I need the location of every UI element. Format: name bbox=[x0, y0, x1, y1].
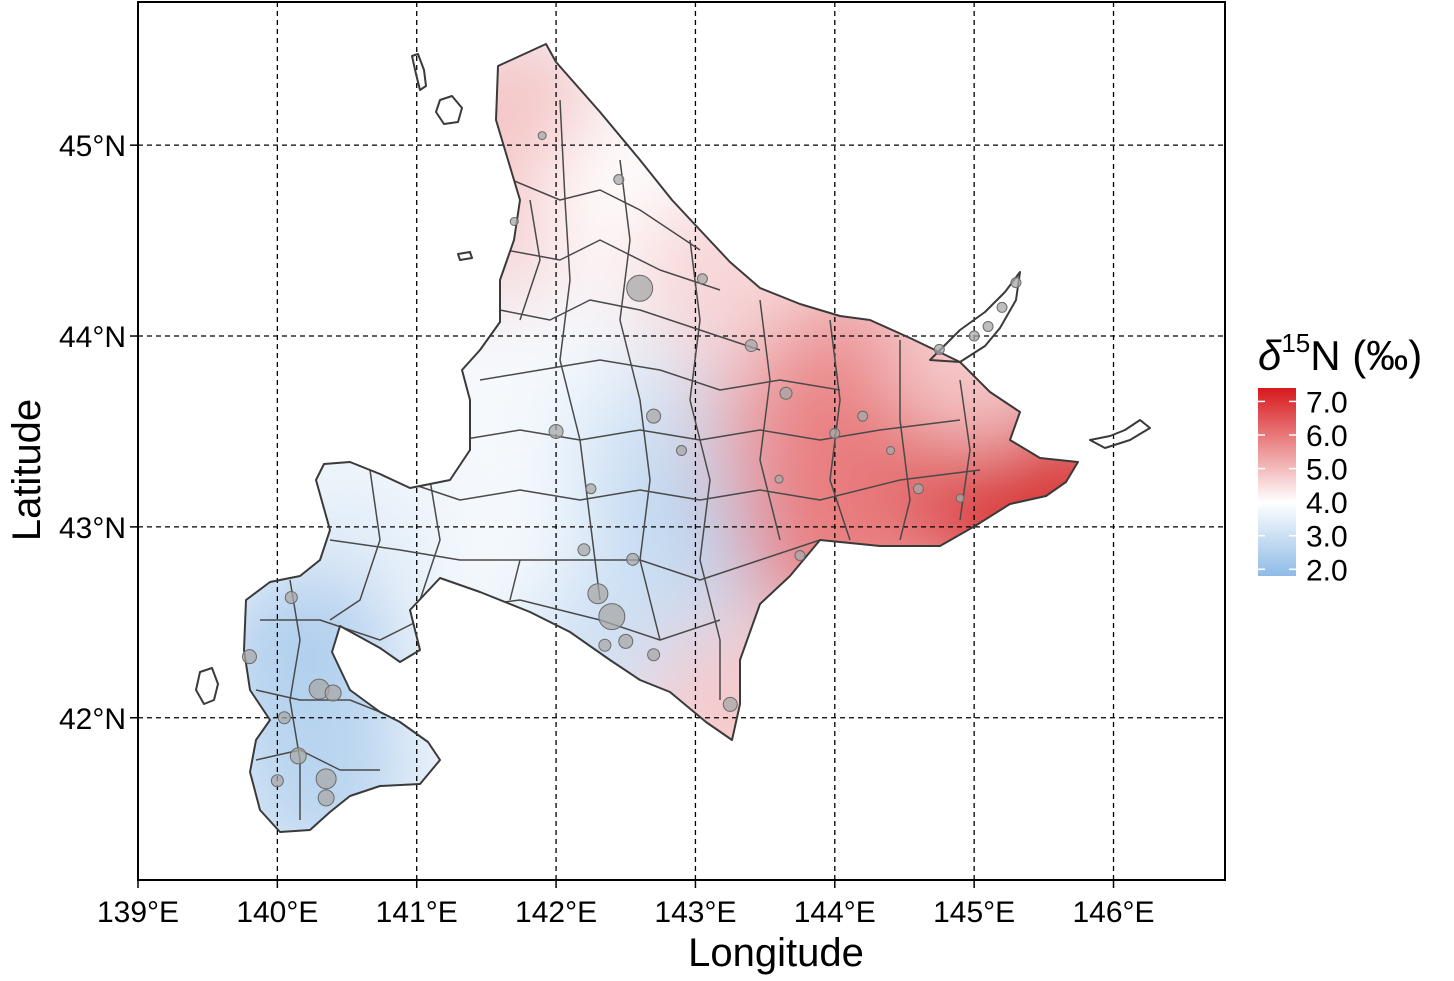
sampling-site-1 bbox=[626, 274, 654, 302]
x-tick-label-144: 144°E bbox=[794, 896, 876, 929]
sampling-site-20 bbox=[277, 711, 291, 725]
sampling-site-12 bbox=[779, 386, 793, 400]
legend-ticks: 7.06.05.04.03.02.0 bbox=[1258, 386, 1348, 587]
x-tick-label-142: 142°E bbox=[515, 896, 597, 929]
color-legend: δ15N (‰) 7.06.05.04.03.02.0 bbox=[1258, 328, 1422, 587]
sampling-site-22 bbox=[315, 768, 337, 790]
legend-colorbar bbox=[1258, 388, 1296, 576]
y-axis-title: Latitude bbox=[5, 399, 49, 541]
sampling-site-7 bbox=[598, 638, 612, 652]
sampling-site-37 bbox=[886, 446, 896, 456]
x-tick-label-139: 139°E bbox=[97, 896, 179, 929]
y-tick-label-45: 45°N bbox=[59, 130, 126, 163]
sampling-site-4 bbox=[587, 583, 609, 605]
sampling-site-28 bbox=[1010, 277, 1022, 289]
sampling-site-19 bbox=[324, 684, 342, 702]
sampling-site-24 bbox=[270, 774, 284, 788]
sampling-site-5 bbox=[598, 603, 626, 631]
grid-lines bbox=[138, 2, 1225, 880]
sampling-site-8 bbox=[647, 648, 661, 662]
sampling-site-2 bbox=[646, 408, 662, 424]
y-tick-label-44: 44°N bbox=[59, 321, 126, 354]
sampling-site-35 bbox=[585, 483, 597, 495]
sampling-site-36 bbox=[774, 474, 784, 484]
sampling-site-26 bbox=[982, 320, 994, 332]
legend-title: δ15N (‰) bbox=[1258, 328, 1422, 379]
sampling-site-25 bbox=[968, 330, 980, 342]
teuri-islet bbox=[457, 251, 473, 261]
sampling-site-16 bbox=[284, 591, 298, 605]
legend-label-0: 7.0 bbox=[1306, 386, 1348, 419]
legend-title-superscript: 15 bbox=[1281, 328, 1310, 358]
y-tick-label-43: 43°N bbox=[59, 512, 126, 545]
sampling-site-31 bbox=[613, 174, 625, 186]
rishiri-island bbox=[435, 95, 463, 125]
plot-border bbox=[137, 1, 1226, 881]
sampling-site-11 bbox=[744, 339, 758, 353]
sampling-site-21 bbox=[289, 747, 307, 765]
legend-label-1: 6.0 bbox=[1306, 420, 1348, 453]
rebun-island bbox=[411, 53, 427, 91]
sampling-site-14 bbox=[912, 483, 924, 495]
legend-title-delta: δ bbox=[1258, 332, 1282, 379]
legend-label-4: 3.0 bbox=[1306, 521, 1348, 554]
x-axis-ticks: 139°E 140°E 141°E 142°E 143°E 144°E 145°E 146°E bbox=[97, 880, 1155, 929]
hokkaido-coastline bbox=[243, 43, 1079, 833]
legend-label-3: 4.0 bbox=[1306, 487, 1348, 520]
sampling-site-27 bbox=[996, 301, 1008, 313]
kuril-islets bbox=[1089, 419, 1151, 449]
sampling-site-30 bbox=[696, 273, 708, 285]
sampling-site-29 bbox=[933, 343, 945, 355]
sampling-site-38 bbox=[955, 493, 965, 503]
y-tick-label-42: 42°N bbox=[59, 703, 126, 736]
sampling-site-23 bbox=[317, 789, 335, 807]
x-tick-label-145: 145°E bbox=[933, 896, 1015, 929]
legend-label-5: 2.0 bbox=[1306, 554, 1348, 587]
x-axis-title: Longitude bbox=[688, 931, 864, 975]
x-tick-label-140: 140°E bbox=[236, 896, 318, 929]
sampling-sites bbox=[241, 131, 1022, 807]
sampling-site-3 bbox=[577, 543, 591, 557]
legend-title-suffix: N (‰) bbox=[1310, 332, 1422, 379]
x-tick-label-146: 146°E bbox=[1072, 896, 1154, 929]
sampling-site-10 bbox=[722, 696, 738, 712]
sampling-site-9 bbox=[626, 552, 640, 566]
x-tick-label-141: 141°E bbox=[376, 896, 458, 929]
okushiri-island bbox=[195, 667, 219, 705]
sampling-site-34 bbox=[676, 445, 687, 457]
sampling-site-39 bbox=[794, 550, 806, 562]
legend-label-2: 5.0 bbox=[1306, 454, 1348, 487]
y-axis-ticks: 45°N 44°N 43°N 42°N bbox=[59, 130, 138, 736]
sampling-site-17 bbox=[241, 649, 257, 665]
sampling-site-15 bbox=[857, 410, 869, 422]
sampling-site-33 bbox=[509, 217, 519, 226]
sampling-site-32 bbox=[537, 131, 547, 141]
sampling-site-13 bbox=[829, 427, 841, 439]
sampling-site-0 bbox=[548, 423, 564, 439]
sampling-site-6 bbox=[618, 633, 634, 649]
x-tick-label-143: 143°E bbox=[654, 896, 736, 929]
